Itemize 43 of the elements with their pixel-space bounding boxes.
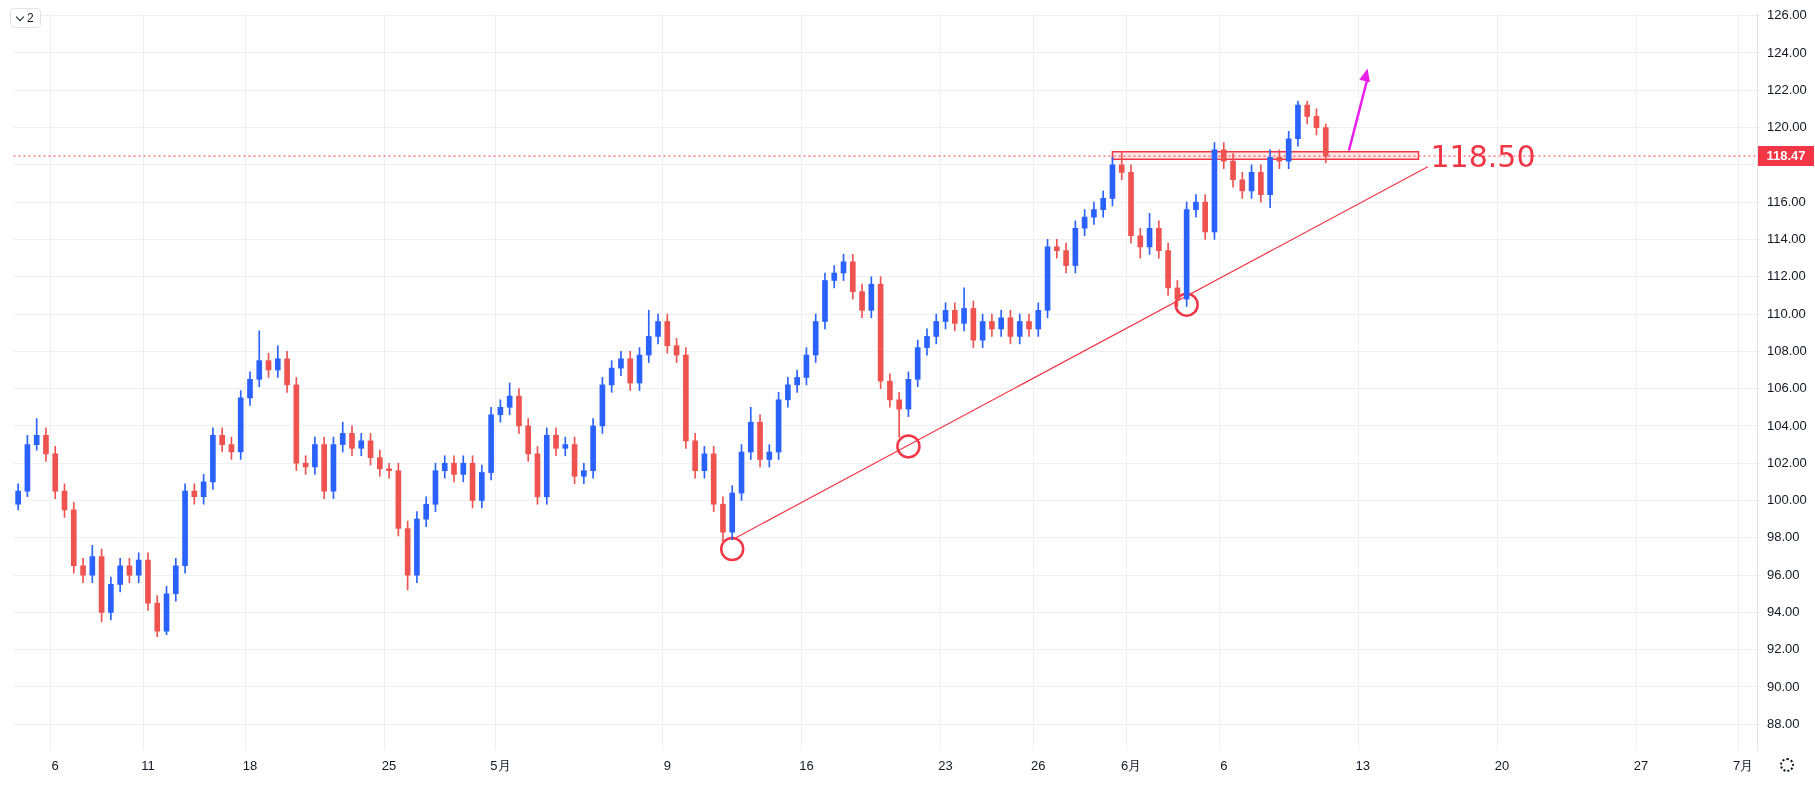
x-tick-label: 5月 [490, 757, 511, 773]
x-tick-label: 18 [242, 757, 258, 773]
y-tick-label: 92.00 [1767, 641, 1800, 657]
x-tick-label: 26 [1031, 757, 1046, 773]
y-tick-label: 106.00 [1767, 380, 1807, 396]
band-label: 118.50 [1430, 139, 1536, 175]
x-tick-label: 16 [799, 757, 814, 773]
candlestick [1053, 239, 1060, 259]
x-tick-label: 25 [381, 757, 397, 773]
y-tick-label: 114.00 [1767, 231, 1806, 247]
x-tick-label: 11 [141, 757, 155, 773]
y-tick-label: 100.00 [1767, 492, 1807, 508]
point [1174, 292, 1199, 317]
x-tick-label: 20 [1494, 757, 1510, 773]
x-tick-label: 27 [1633, 757, 1649, 773]
candlestick [896, 392, 902, 438]
y-tick-label: 88.00 [1767, 715, 1800, 731]
y-tick-label: 90.00 [1767, 678, 1800, 694]
y-tick-label: 98.00 [1767, 529, 1800, 545]
y-tick-label: 108.00 [1767, 342, 1807, 358]
point [896, 434, 921, 459]
x-tick-label: 7月 [1732, 757, 1754, 773]
y-tick-label: 104.00 [1767, 417, 1807, 433]
point [719, 536, 745, 562]
y-tick-label: 96.00 [1767, 566, 1800, 582]
y-tick-label: 126.00 [1767, 7, 1807, 23]
y-tick-label: 102.00 [1767, 454, 1807, 470]
x-tick-label: 6月 [1120, 757, 1142, 773]
x-tick-label: 13 [1355, 757, 1371, 773]
y-tick-label: 116.00 [1767, 193, 1806, 209]
y-tick-label: 112.00 [1767, 268, 1806, 284]
y-tick-label: 124.00 [1767, 44, 1807, 60]
x-tick-label: 6 [1220, 757, 1228, 773]
x-tick-label: 9 [663, 757, 671, 773]
y-tick-label: 110.00 [1767, 305, 1806, 321]
annotation: 2 [27, 11, 34, 25]
y-tick-label: 94.00 [1767, 603, 1800, 619]
x-tick-label: 23 [938, 757, 953, 773]
ref-line-label: 118.47 [1766, 147, 1806, 163]
y-tick-label: 120.00 [1767, 119, 1807, 135]
x-tick-label: 6 [51, 757, 59, 773]
y-tick-label: 122.00 [1767, 81, 1807, 97]
candlestick [386, 462, 392, 479]
